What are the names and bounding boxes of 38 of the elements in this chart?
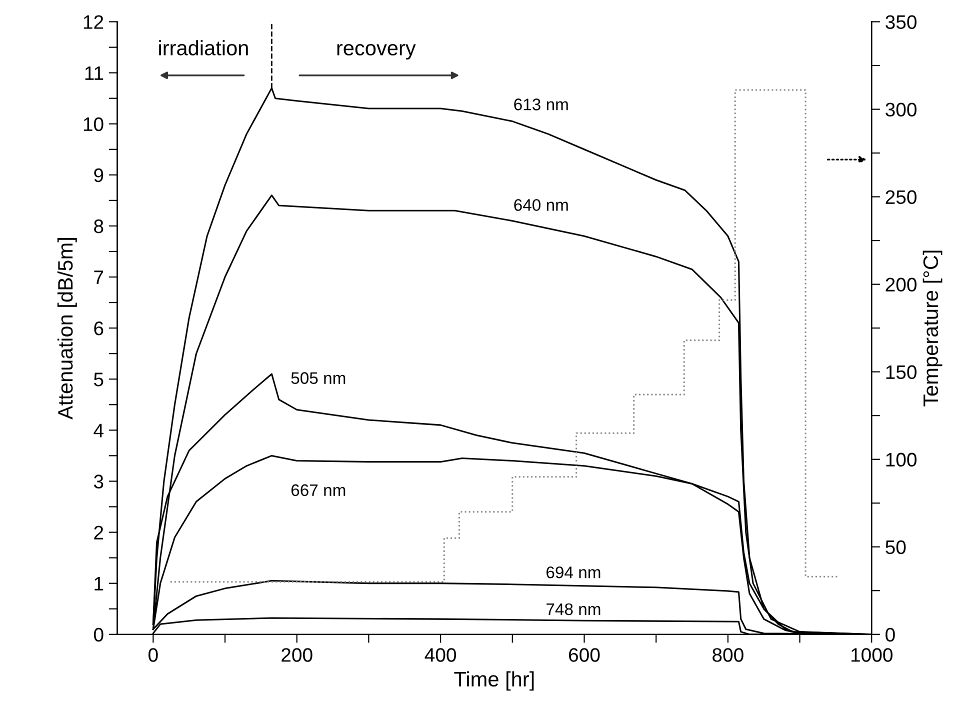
annotation: recovery [337,44,416,60]
y-tick-label: 3 [94,474,104,488]
y-tick-label: 0 [94,628,104,642]
y-tick-label: 1 [94,576,104,590]
series-label: 505 nm [291,372,346,384]
series-label: 640 nm [514,199,568,211]
y-tick-label: 9 [94,168,104,182]
y2-tick-label: 250 [886,190,917,204]
y-tick-label: 5 [94,372,104,386]
y-axis-title: Attenuation [dB/5m] [57,238,77,420]
x-tick-label: 1000 [851,648,892,662]
y-tick-label: 6 [94,322,104,336]
series-label: 694 nm [546,566,600,578]
y2-tick-label: 300 [886,102,917,117]
x-tick-label: 800 [712,648,744,662]
y-tick-label: 4 [94,424,104,438]
y2-tick-label: 150 [886,365,917,380]
y-tick-label: 12 [84,15,104,29]
series-label: 748 nm [546,603,600,616]
y2-tick-label: 50 [886,540,906,554]
x-tick-label: 200 [282,648,312,662]
y-tick-label: 10 [84,117,104,132]
y-tick-label: 11 [85,66,104,80]
y2-axis-title: Temperature [°C] [922,250,942,406]
y2-tick-label: 350 [886,15,917,29]
series-label: 613 nm [514,98,568,110]
x-axis-title: Time [hr] [454,671,534,691]
annotation: irradiation [159,40,248,56]
x-tick-label: 0 [148,648,158,662]
x-tick-label: 600 [569,648,600,662]
y-tick-label: 8 [94,219,104,234]
x-tick-label: 400 [424,648,456,662]
y2-tick-label: 0 [886,628,895,642]
y-tick-label: 7 [94,270,104,284]
y2-tick-label: 100 [886,452,917,467]
y-tick-label: 2 [94,526,104,540]
y2-tick-label: 200 [886,278,917,292]
series-label: 667 nm [291,484,346,496]
